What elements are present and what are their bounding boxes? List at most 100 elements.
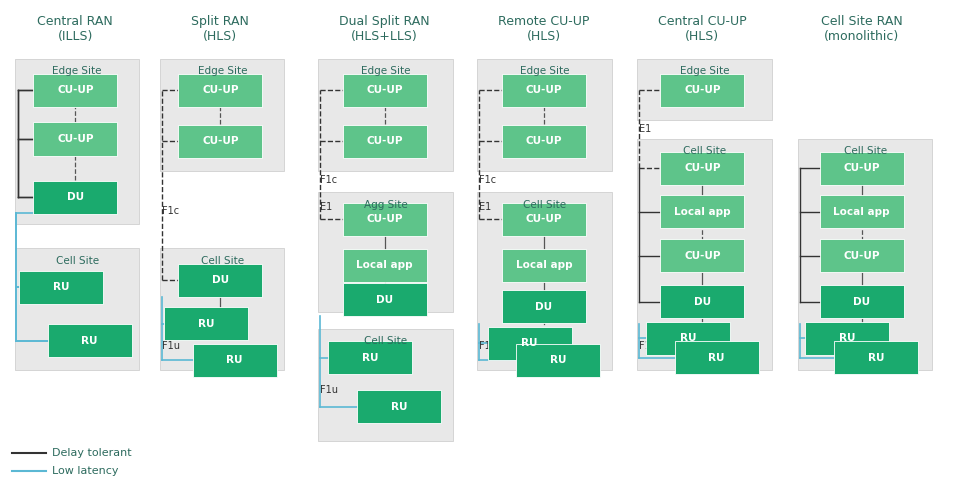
Text: CU-UP: CU-UP (367, 136, 403, 147)
Text: CU-UP: CU-UP (684, 251, 721, 261)
Text: RU: RU (82, 336, 98, 346)
Text: Cell Site: Cell Site (201, 255, 244, 266)
Text: E1: E1 (479, 202, 492, 212)
FancyBboxPatch shape (502, 249, 586, 282)
Text: CU-UP: CU-UP (367, 85, 403, 95)
Text: Cell Site RAN
(monolithic): Cell Site RAN (monolithic) (821, 15, 902, 43)
Text: RU: RU (53, 282, 69, 292)
Text: CU-UP: CU-UP (367, 214, 403, 224)
Text: CU-UP: CU-UP (526, 214, 563, 224)
Text: Cell Site: Cell Site (523, 200, 566, 210)
Text: CU-UP: CU-UP (203, 136, 239, 147)
Text: F1u: F1u (639, 341, 658, 351)
Text: Cell Site: Cell Site (684, 146, 727, 156)
FancyBboxPatch shape (318, 329, 453, 440)
FancyBboxPatch shape (820, 195, 903, 228)
Text: Dual Split RAN
(HLS+LLS): Dual Split RAN (HLS+LLS) (339, 15, 430, 43)
Text: F1c: F1c (479, 175, 496, 185)
FancyBboxPatch shape (675, 341, 758, 374)
FancyBboxPatch shape (357, 390, 441, 423)
Text: RU: RU (550, 355, 566, 366)
Text: DU: DU (694, 297, 711, 307)
Text: E1: E1 (639, 124, 652, 134)
FancyBboxPatch shape (834, 341, 918, 374)
Text: Remote CU-UP
(HLS): Remote CU-UP (HLS) (498, 15, 589, 43)
FancyBboxPatch shape (660, 285, 744, 318)
Text: RU: RU (227, 355, 243, 366)
FancyBboxPatch shape (318, 192, 453, 311)
Text: RU: RU (521, 338, 538, 348)
FancyBboxPatch shape (343, 283, 426, 316)
FancyBboxPatch shape (318, 59, 453, 171)
Text: Cell Site: Cell Site (56, 255, 99, 266)
FancyBboxPatch shape (160, 59, 284, 171)
Text: F1c: F1c (320, 175, 337, 185)
Text: Edge Site: Edge Site (361, 66, 410, 76)
Text: Local app: Local app (356, 260, 413, 271)
Text: RU: RU (391, 401, 407, 411)
FancyBboxPatch shape (34, 181, 117, 214)
FancyBboxPatch shape (502, 203, 586, 236)
Text: Local app: Local app (516, 260, 572, 271)
Text: DU: DU (376, 295, 393, 305)
FancyBboxPatch shape (34, 123, 117, 155)
FancyBboxPatch shape (343, 125, 426, 158)
Text: DU: DU (853, 297, 871, 307)
FancyBboxPatch shape (820, 239, 903, 272)
FancyBboxPatch shape (193, 344, 276, 377)
FancyBboxPatch shape (820, 152, 903, 184)
Text: CU-UP: CU-UP (844, 163, 880, 173)
FancyBboxPatch shape (660, 152, 744, 184)
Text: Cell Site: Cell Site (844, 146, 887, 156)
Text: Central CU-UP
(HLS): Central CU-UP (HLS) (658, 15, 747, 43)
FancyBboxPatch shape (343, 203, 426, 236)
FancyBboxPatch shape (820, 285, 903, 318)
FancyBboxPatch shape (328, 341, 412, 374)
FancyBboxPatch shape (637, 139, 772, 370)
Text: DU: DU (212, 275, 228, 285)
FancyBboxPatch shape (637, 59, 772, 120)
Text: CU-UP: CU-UP (526, 136, 563, 147)
Text: E1: E1 (320, 202, 332, 212)
FancyBboxPatch shape (502, 74, 586, 107)
Text: Agg Site: Agg Site (364, 200, 407, 210)
Text: RU: RU (680, 334, 696, 343)
FancyBboxPatch shape (19, 271, 103, 304)
FancyBboxPatch shape (805, 322, 890, 355)
FancyBboxPatch shape (179, 125, 262, 158)
Text: Split RAN
(HLS): Split RAN (HLS) (191, 15, 250, 43)
FancyBboxPatch shape (164, 308, 248, 340)
Text: F1c: F1c (162, 206, 180, 216)
Text: F1u: F1u (162, 341, 180, 351)
Text: RU: RU (839, 334, 855, 343)
Text: DU: DU (536, 302, 553, 312)
Text: RU: RU (868, 353, 884, 363)
Text: DU: DU (67, 192, 84, 202)
Text: CU-UP: CU-UP (57, 85, 93, 95)
Text: CU-UP: CU-UP (526, 85, 563, 95)
FancyBboxPatch shape (502, 125, 586, 158)
FancyBboxPatch shape (160, 248, 284, 370)
FancyBboxPatch shape (34, 74, 117, 107)
Text: CU-UP: CU-UP (684, 85, 721, 95)
FancyBboxPatch shape (15, 59, 139, 224)
FancyBboxPatch shape (179, 74, 262, 107)
FancyBboxPatch shape (48, 324, 132, 357)
Text: Delay tolerant: Delay tolerant (53, 448, 132, 458)
Text: Edge Site: Edge Site (53, 66, 102, 76)
Text: CU-UP: CU-UP (684, 163, 721, 173)
Text: Low latency: Low latency (53, 466, 119, 476)
Text: Edge Site: Edge Site (198, 66, 247, 76)
Text: Local app: Local app (833, 207, 890, 217)
Text: Edge Site: Edge Site (680, 66, 730, 76)
FancyBboxPatch shape (179, 264, 262, 297)
Text: CU-UP: CU-UP (844, 251, 880, 261)
FancyBboxPatch shape (660, 74, 744, 107)
Text: RU: RU (708, 353, 725, 363)
FancyBboxPatch shape (646, 322, 730, 355)
FancyBboxPatch shape (516, 344, 600, 377)
FancyBboxPatch shape (488, 327, 571, 360)
FancyBboxPatch shape (502, 290, 586, 323)
Text: Central RAN
(ILLS): Central RAN (ILLS) (37, 15, 113, 43)
FancyBboxPatch shape (15, 248, 139, 370)
